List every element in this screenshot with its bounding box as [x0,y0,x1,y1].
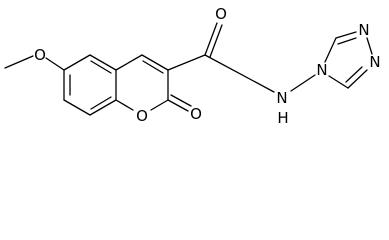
bond [90,60,112,74]
bond [167,54,206,71]
molecule-diagram: O O O O N H N N N [4,5,381,127]
atom-label: N [276,89,287,107]
bond [115,54,143,71]
bond [115,99,134,111]
bond [337,37,357,45]
atom-label: N [369,53,380,71]
bond [150,99,169,111]
bond [89,99,117,116]
bond [204,54,275,93]
bond [63,99,91,116]
bond [170,94,192,107]
atom-label: H [277,109,288,127]
bond [4,55,34,69]
bond [345,66,363,83]
bond [366,37,373,55]
atom-label: O [136,107,148,125]
bond [209,24,223,58]
bonds [4,22,373,116]
atom-label: N [316,61,327,79]
bond [141,54,169,71]
atom-label: O [34,46,46,64]
bond [142,60,164,74]
bond [347,69,368,89]
bond [204,22,218,56]
atom-label: N [358,21,369,39]
page: O O O O N H N N N (() => { const data = … [4,5,381,127]
bond [89,54,117,71]
atom-label: O [190,105,202,123]
bond [290,74,316,92]
bond [45,57,65,71]
bond [63,54,91,71]
bond [324,37,337,63]
bond [90,96,112,110]
atom-label: O [215,5,227,23]
bond [167,99,189,112]
bond [335,31,357,39]
atom-labels: O O O O N H N N N [34,5,381,127]
bond [328,75,349,89]
